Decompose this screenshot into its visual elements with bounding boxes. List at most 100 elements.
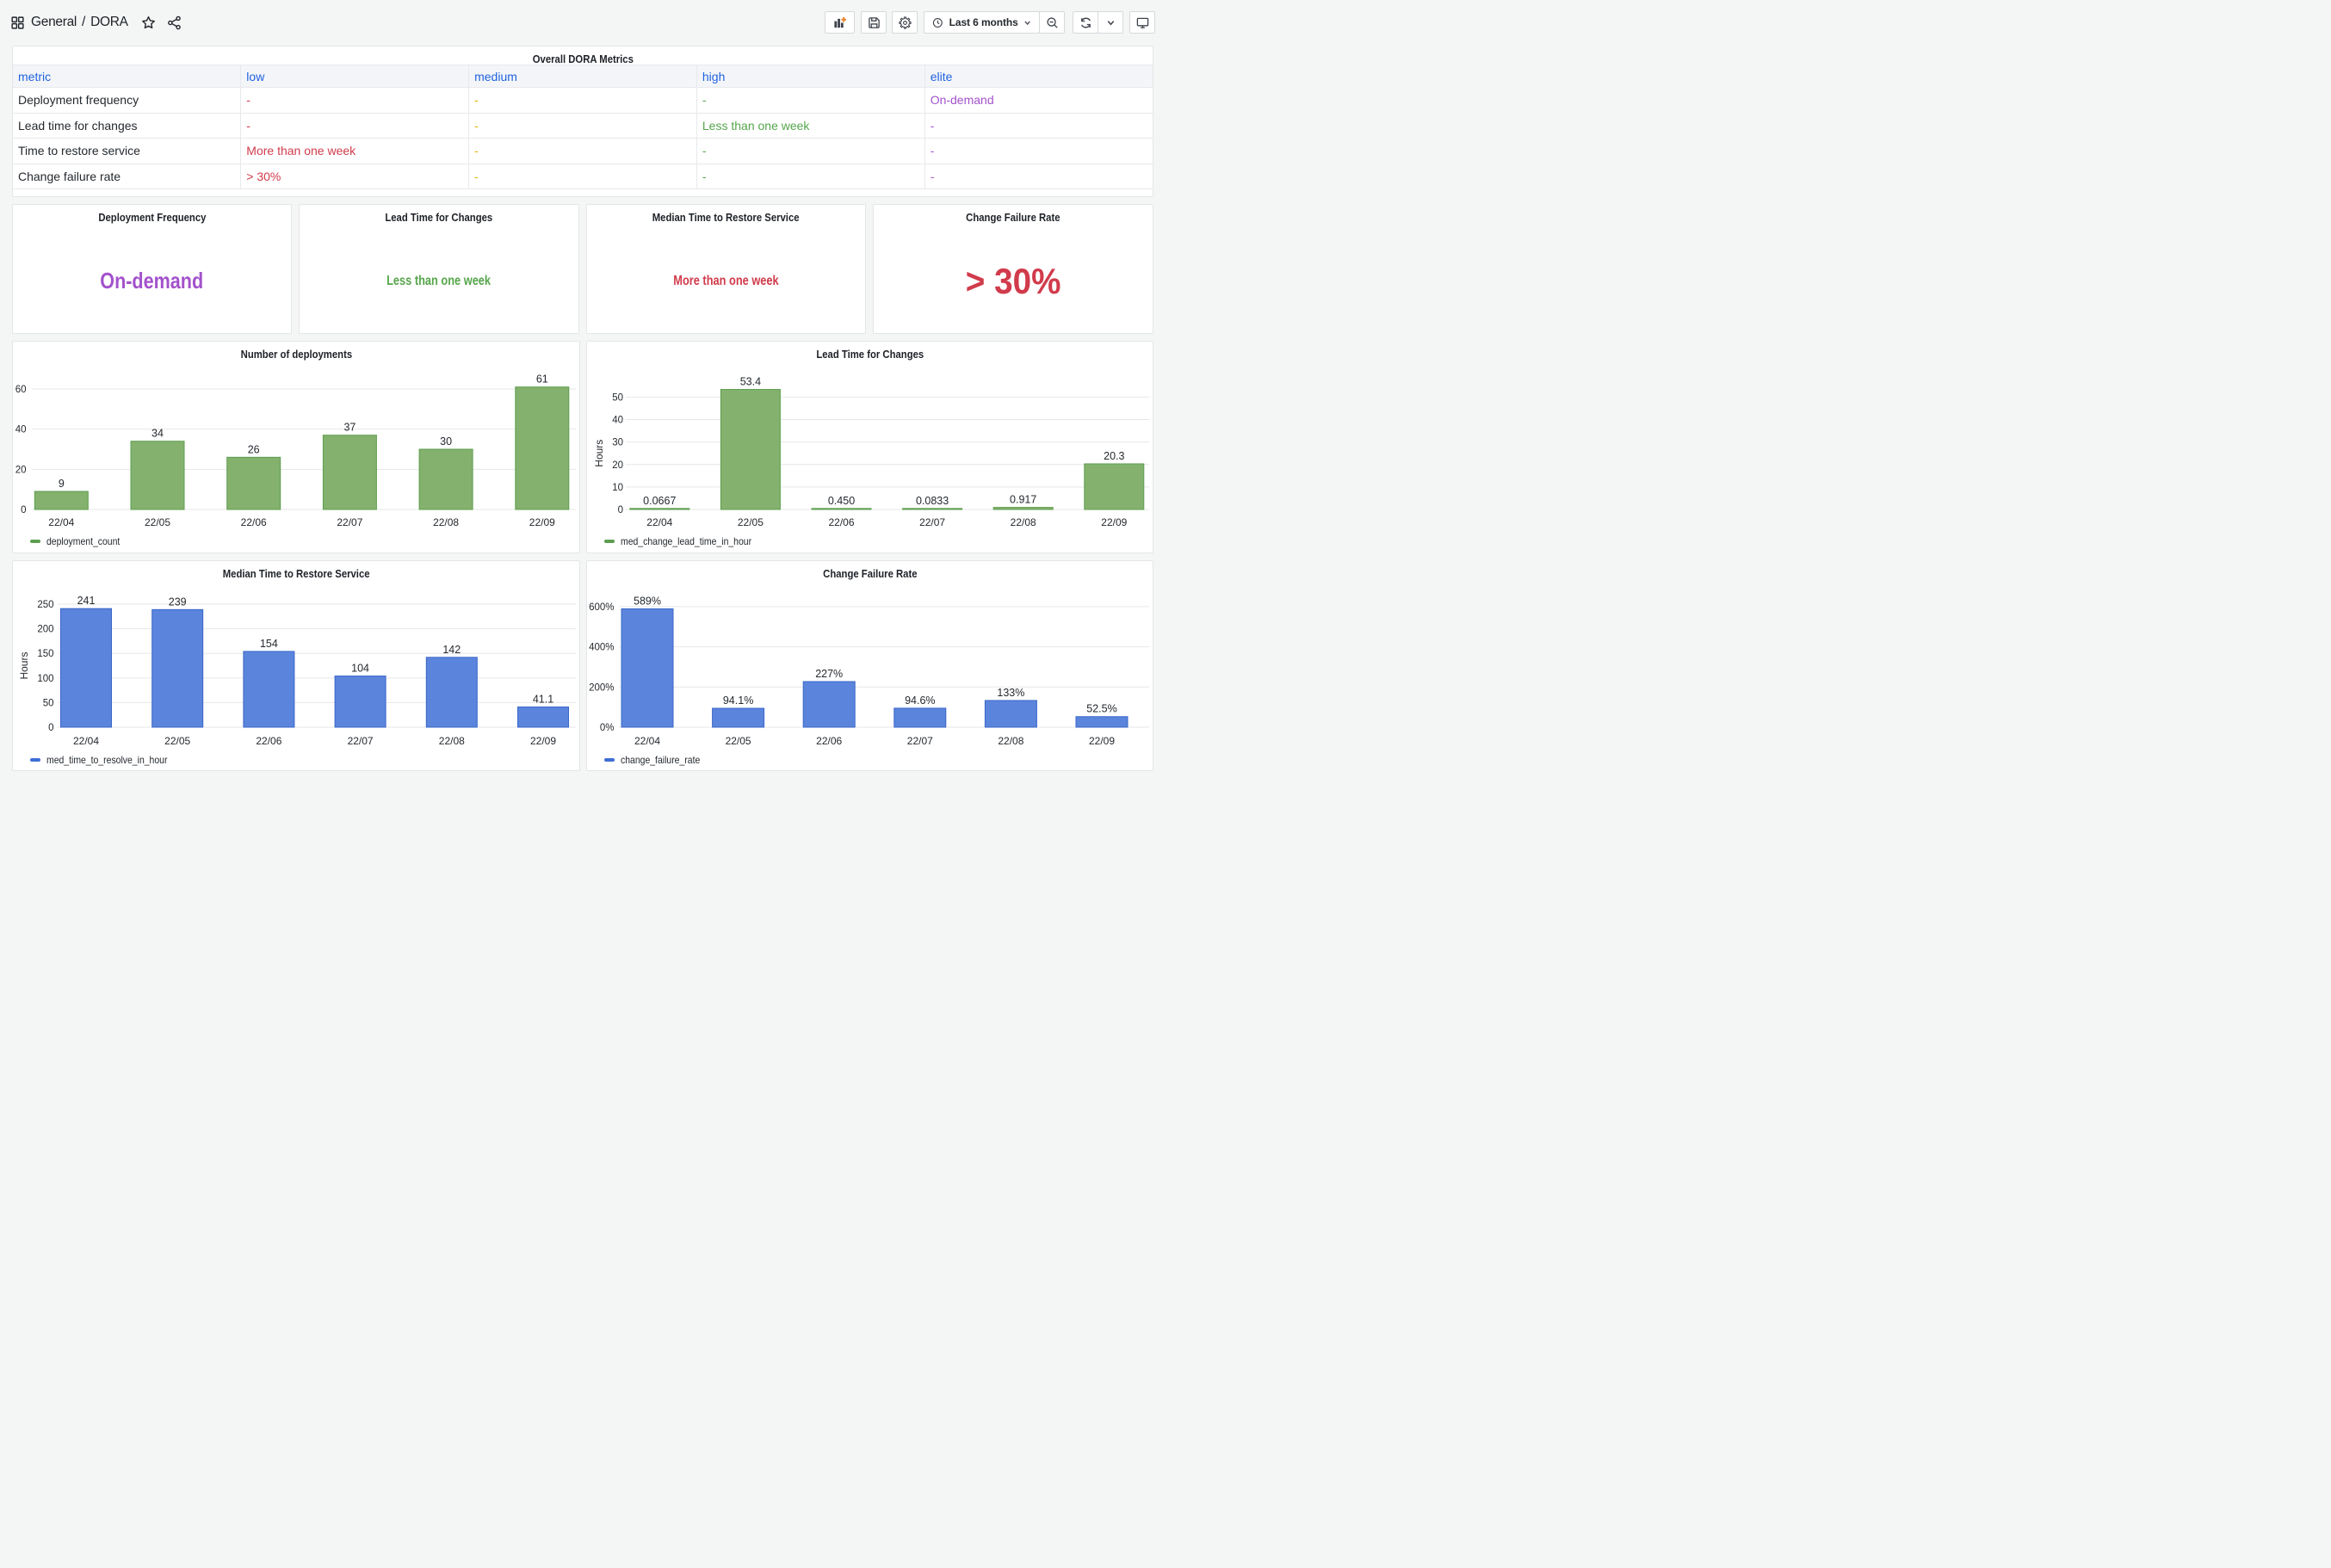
table-column-header-high[interactable]: high: [696, 65, 925, 88]
overall-dora-metrics-panel: Overall DORA Metrics metric low medium high…: [12, 46, 1153, 197]
x-tick-label: 22/05: [145, 516, 170, 528]
stat-panel-change-failure-rate: Change Failure Rate > 30%: [873, 204, 1153, 334]
bar-22/05[interactable]: [151, 608, 204, 728]
refresh-interval-dropdown[interactable]: [1097, 11, 1123, 34]
bar-22/09[interactable]: [1084, 463, 1145, 510]
x-tick-label: 22/08: [433, 516, 459, 528]
chart-legend[interactable]: change_failure_rate: [604, 754, 712, 766]
y-tick-label: 40: [15, 425, 27, 435]
stat-value: Less than one week: [386, 273, 492, 288]
y-tick-label: 60: [15, 385, 27, 395]
table-column-header-low[interactable]: low: [240, 65, 470, 88]
table-cell-medium: -: [468, 164, 697, 189]
bar-22/08[interactable]: [418, 448, 473, 510]
kiosk-mode-button[interactable]: [1129, 11, 1155, 34]
panel-title: Median Time to Restore Service: [652, 211, 800, 224]
chart-panel-lead-time-for-changes: Lead Time for Changes 0 10 20 30 40 50 Hours 0.…: [586, 341, 1153, 553]
y-tick-label: 250: [37, 600, 53, 610]
x-tick-label: 22/05: [738, 516, 764, 528]
bar-chart-median-time-to-restore-service[interactable]: 0 50 100 150 200 250 Hours 241 22/04 239 22/05 154 2…: [13, 561, 579, 770]
bar-chart-number-of-deployments[interactable]: 0 20 40 60 9 22/04 34 22/05 26 22/06 37 22/07 30 22/0…: [13, 342, 579, 553]
table-column-header-medium[interactable]: medium: [468, 65, 697, 88]
x-tick-label: 22/08: [998, 735, 1023, 747]
bar-22/04[interactable]: [60, 608, 112, 728]
chart-legend[interactable]: med_time_to_resolve_in_hour: [30, 754, 185, 766]
refresh-button[interactable]: [1073, 11, 1098, 34]
time-range-picker[interactable]: Last 6 months: [924, 11, 1040, 34]
x-tick-label: 22/04: [73, 735, 99, 747]
dora-metrics-table: metric low medium high elite Deployment freq…: [13, 65, 1153, 189]
y-tick-label: 0: [618, 505, 623, 515]
bar-value-label: 0.450: [828, 495, 855, 507]
bar-value-label: 61: [536, 373, 548, 386]
table-cell-high: -: [696, 138, 925, 164]
y-tick-label: 50: [43, 698, 54, 708]
bar-22/08[interactable]: [984, 700, 1037, 728]
bar-22/09[interactable]: [1075, 716, 1128, 728]
table-cell-medium: -: [468, 113, 697, 139]
chart-legend[interactable]: deployment_count: [30, 535, 131, 547]
table-cell-medium: -: [468, 138, 697, 164]
bar-22/04[interactable]: [621, 608, 674, 728]
bar-22/04[interactable]: [34, 491, 89, 510]
bar-chart-lead-time-for-changes[interactable]: 0 10 20 30 40 50 Hours 0.0667 22/04 53.4 22/05 0.45…: [587, 342, 1153, 553]
bar-22/09[interactable]: [517, 706, 569, 728]
legend-series-dash: [30, 540, 40, 543]
zoom-out-button[interactable]: [1039, 11, 1065, 34]
save-dashboard-button[interactable]: [861, 11, 887, 34]
chart-panel-median-time-to-restore-service: Median Time to Restore Service 0 50 100 150…: [12, 560, 580, 771]
bar-22/05[interactable]: [720, 389, 781, 510]
bar-22/06[interactable]: [802, 681, 856, 728]
share-icon[interactable]: [167, 15, 182, 30]
breadcrumb-section[interactable]: General: [31, 15, 77, 29]
y-tick-label: 600%: [589, 602, 614, 613]
table-column-header-metric[interactable]: metric: [13, 65, 242, 88]
bar-22/09[interactable]: [515, 386, 570, 510]
bar-22/07[interactable]: [893, 707, 947, 728]
star-icon[interactable]: [141, 15, 156, 30]
stat-value: More than one week: [673, 273, 779, 288]
bar-22/07[interactable]: [322, 435, 377, 510]
stat-value: > 30%: [965, 260, 1061, 301]
dashboard-header: General / DORA: [0, 0, 1166, 45]
y-tick-label: 40: [612, 416, 623, 426]
panel-title: Overall DORA Metrics: [532, 52, 634, 65]
bar-22/08[interactable]: [992, 507, 1054, 510]
legend-series-label: med_time_to_resolve_in_hour: [46, 754, 168, 766]
chart-legend[interactable]: med_change_lead_time_in_hour: [604, 535, 771, 547]
table-cell-low: More than one week: [240, 138, 470, 164]
add-panel-button[interactable]: [825, 11, 855, 34]
x-tick-label: 22/09: [1089, 735, 1115, 747]
x-tick-label: 22/09: [1101, 516, 1127, 528]
bar-value-label: 239: [169, 596, 187, 608]
bar-22/05[interactable]: [712, 707, 765, 728]
legend-series-dash: [604, 758, 615, 762]
panel-title: Change Failure Rate: [822, 567, 918, 580]
bar-22/07[interactable]: [334, 676, 386, 728]
chevron-down-icon: [1024, 21, 1030, 25]
x-tick-label: 22/07: [907, 735, 933, 747]
bar-22/06[interactable]: [226, 456, 281, 510]
bar-22/05[interactable]: [130, 441, 185, 510]
bar-chart-change-failure-rate[interactable]: 0% 200% 400% 600% 589% 22/04 94.1% 22/05 227% 22/…: [587, 561, 1153, 770]
dashboard-settings-button[interactable]: [892, 11, 918, 34]
table-column-header-elite[interactable]: elite: [924, 65, 1153, 88]
y-tick-label: 30: [612, 438, 623, 448]
stat-value: On-demand: [100, 268, 204, 293]
apps-grid-icon[interactable]: [11, 15, 24, 29]
x-tick-label: 22/07: [337, 516, 362, 528]
x-tick-label: 22/07: [919, 516, 945, 528]
bar-22/06[interactable]: [243, 651, 295, 728]
stat-panel-lead-time-for-changes: Lead Time for Changes Less than one week: [299, 204, 579, 334]
x-tick-label: 22/09: [529, 516, 555, 528]
bar-value-label: 589%: [634, 595, 661, 607]
table-cell-low: > 30%: [240, 164, 470, 189]
y-tick-label: 100: [37, 674, 53, 684]
bar-22/08[interactable]: [425, 657, 478, 728]
y-tick-label: 20: [612, 460, 623, 471]
table-cell-high: -: [696, 87, 925, 114]
stat-panel-median-time-to-restore: Median Time to Restore Service More than…: [586, 204, 866, 334]
bar-value-label: 0.0667: [643, 495, 676, 507]
panel-title: Deployment Frequency: [97, 211, 207, 224]
x-tick-label: 22/04: [48, 516, 74, 528]
